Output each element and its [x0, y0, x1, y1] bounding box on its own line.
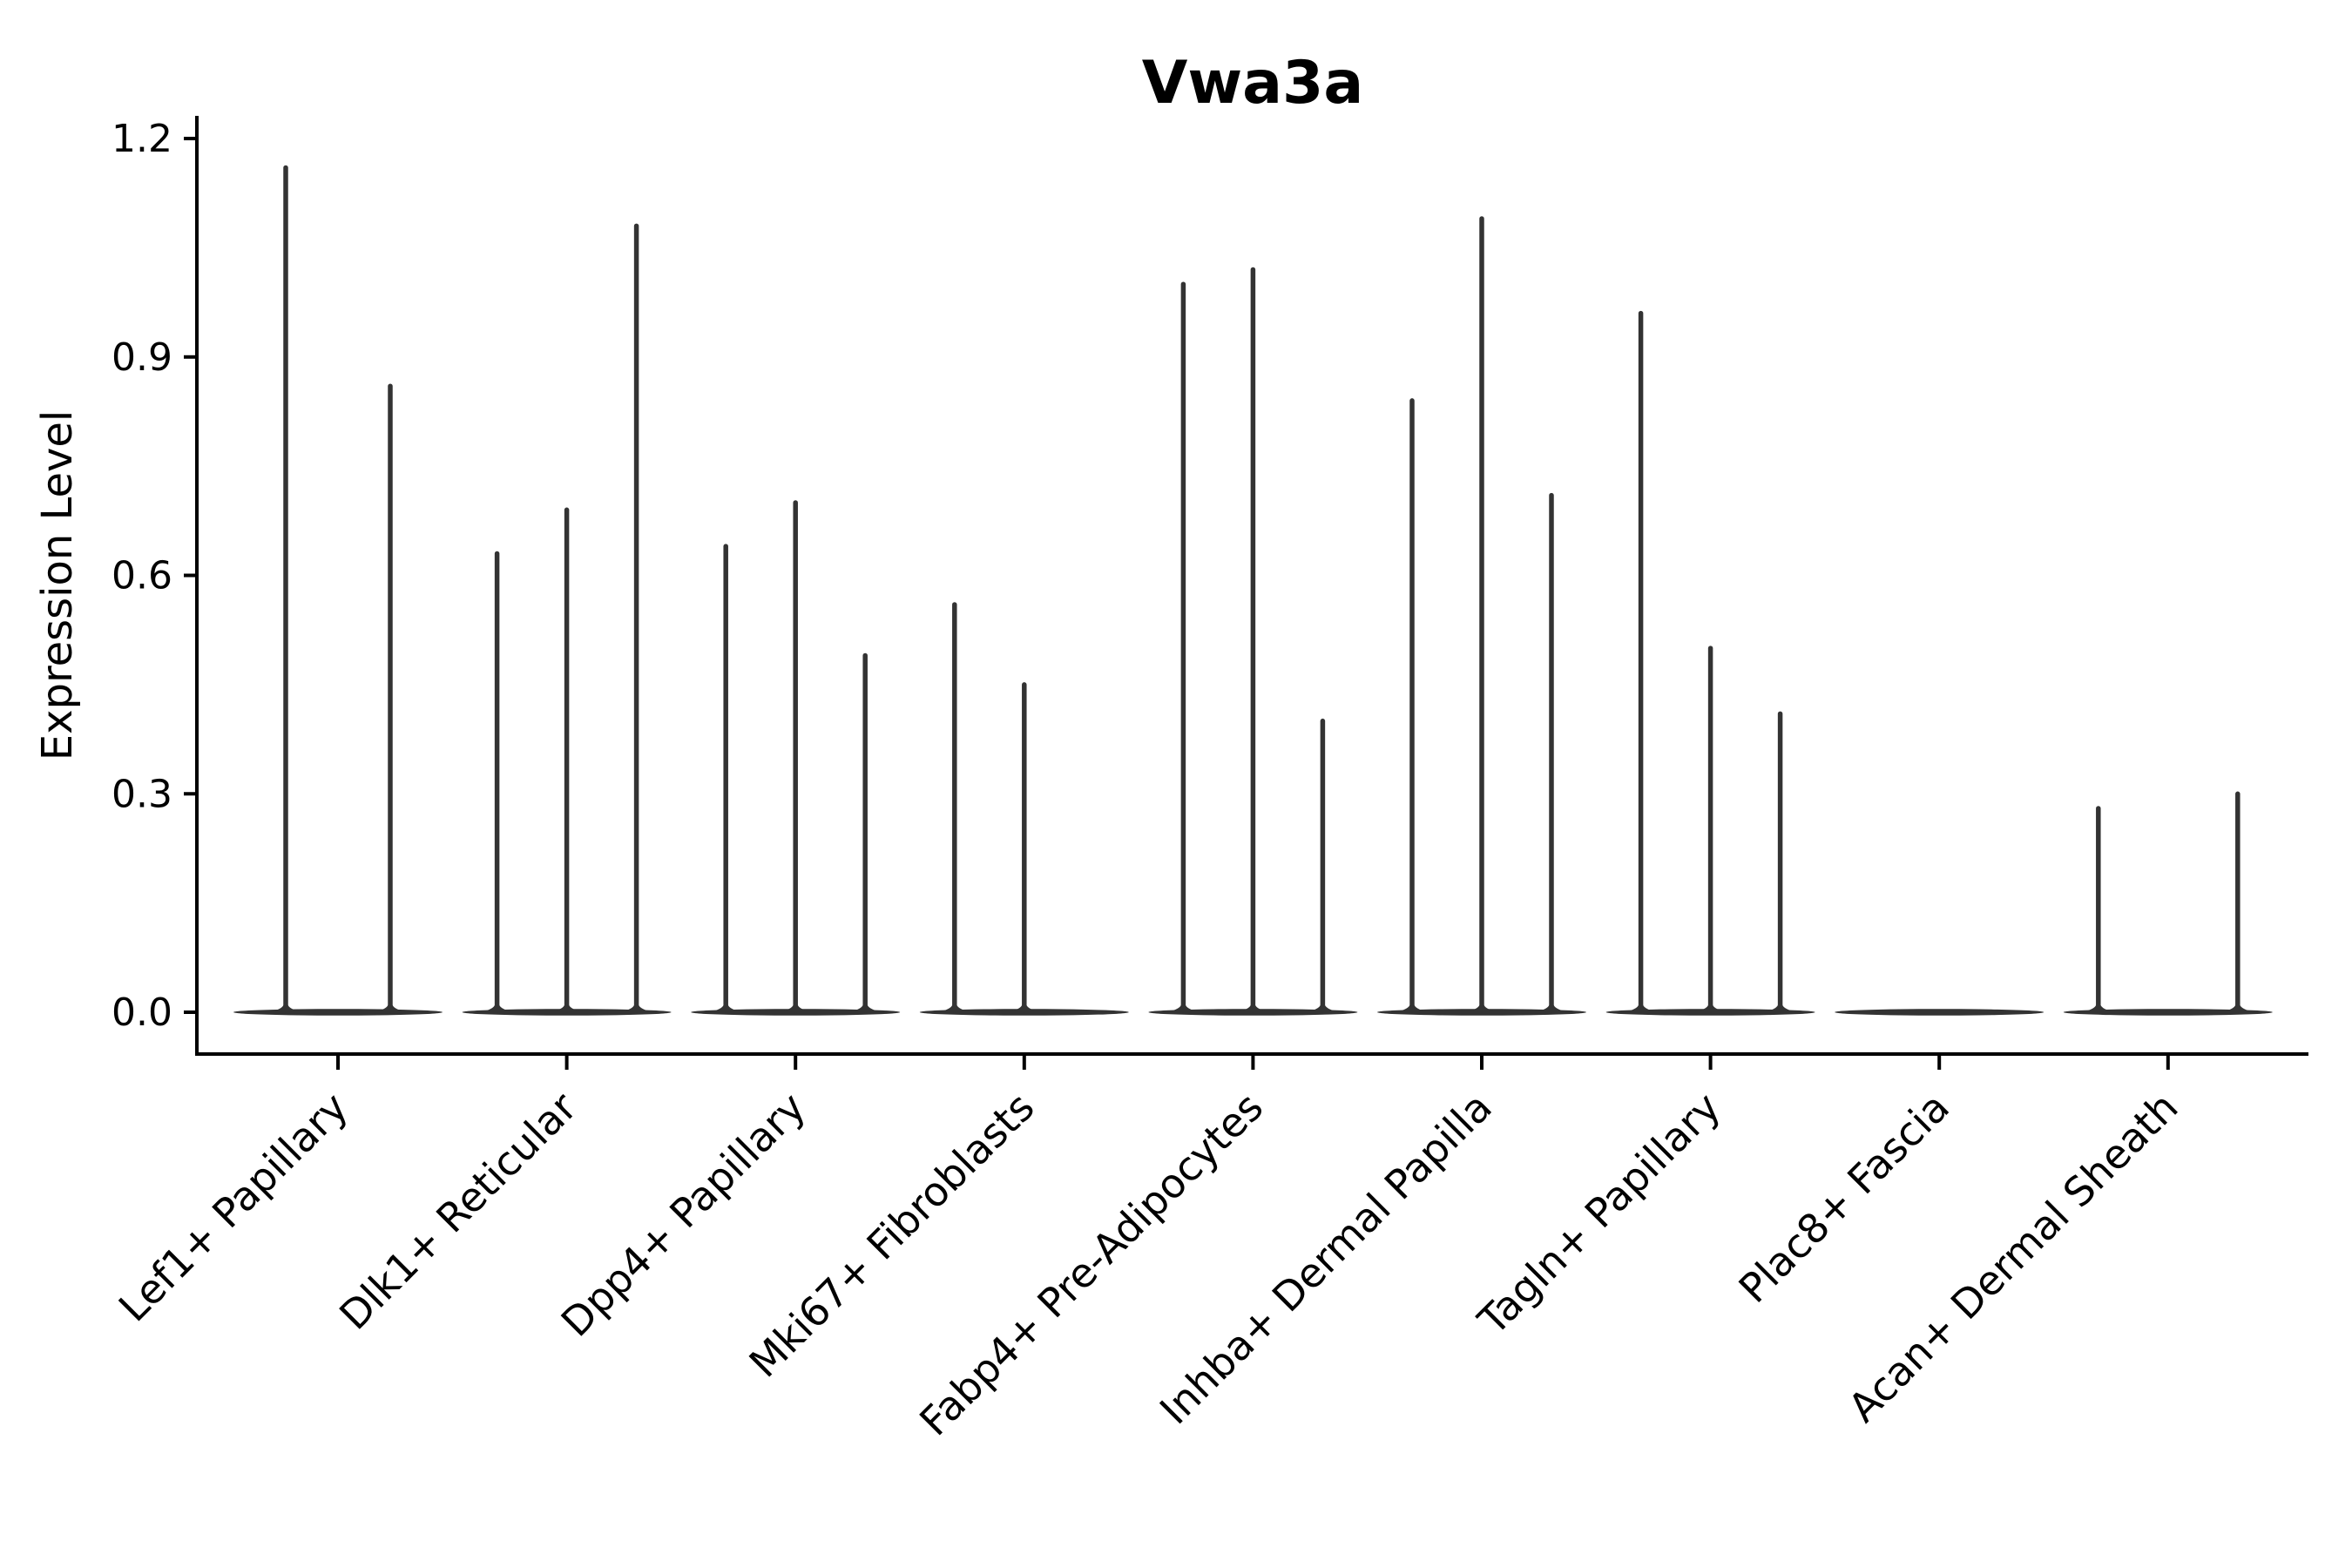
violin-spike-base	[1310, 1004, 1335, 1011]
violin-spike-base	[1698, 1004, 1723, 1011]
violin-spike-base	[484, 1004, 510, 1011]
violin-zero-density	[1835, 1009, 2044, 1016]
violin-spike-base	[853, 1004, 878, 1011]
violin-group	[1835, 1009, 2044, 1016]
y-tick-label: 0.0	[112, 990, 172, 1035]
violin-spike-base	[1767, 1004, 1793, 1011]
violin-spike-base	[1628, 1004, 1653, 1011]
violin-group	[919, 602, 1129, 1016]
violin-spike-base	[2085, 1004, 2111, 1011]
violin-zero-density	[2063, 1009, 2273, 1016]
violin-group	[691, 500, 901, 1016]
violin-group	[1605, 310, 1815, 1016]
y-tick-label: 0.6	[112, 554, 172, 598]
violin-group	[1148, 267, 1358, 1016]
violin-spike-base	[1470, 1004, 1494, 1011]
violin-spike-base	[624, 1004, 649, 1011]
x-tick-label: Dpp4+ Papillary	[552, 1084, 814, 1346]
violin-spike-base	[1240, 1004, 1266, 1011]
violin-zero-density	[233, 1009, 443, 1016]
x-tick-label: Lef1+ Papillary	[110, 1084, 357, 1331]
violin-spike-base	[378, 1004, 402, 1011]
violin-group	[2063, 791, 2273, 1016]
x-tick-label: Plac8+ Fascia	[1730, 1084, 1958, 1312]
violin-group	[1377, 216, 1586, 1016]
y-tick-label: 0.9	[112, 335, 172, 380]
x-tick-label: Tagln+ Papillary	[1469, 1084, 1730, 1345]
x-tick-label: Dlk1+ Reticular	[330, 1084, 585, 1339]
violin-spike-base	[783, 1004, 808, 1011]
y-axis-label: Expression Level	[33, 410, 82, 761]
violin-spike-base	[2225, 1004, 2250, 1011]
chart-title: Vwa3a	[1142, 49, 1364, 118]
violin-spike-base	[1171, 1004, 1196, 1011]
violin-group	[233, 165, 443, 1016]
violin-spike-base	[713, 1004, 739, 1011]
violin-spike-base	[274, 1004, 298, 1011]
violin-spike-base	[1400, 1004, 1424, 1011]
y-tick-label: 1.2	[112, 117, 172, 161]
violin-spike-base	[942, 1004, 967, 1011]
violin-spike-base	[1011, 1004, 1037, 1011]
violin-spike-base	[554, 1004, 579, 1011]
violin-group	[462, 223, 672, 1016]
violin-spike-base	[1539, 1004, 1564, 1011]
y-tick-label: 0.3	[112, 772, 172, 816]
